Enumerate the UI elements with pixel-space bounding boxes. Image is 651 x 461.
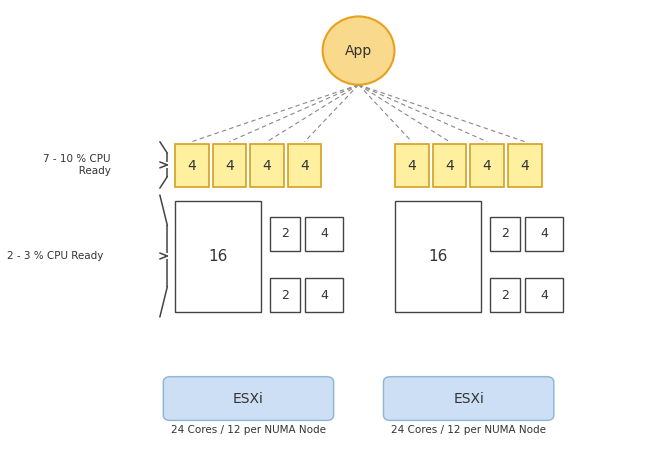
Text: 24 Cores / 12 per NUMA Node: 24 Cores / 12 per NUMA Node bbox=[391, 425, 546, 435]
Text: 24 Cores / 12 per NUMA Node: 24 Cores / 12 per NUMA Node bbox=[171, 425, 326, 435]
Bar bbox=[288, 144, 322, 187]
Text: 4: 4 bbox=[445, 159, 454, 172]
Text: 4: 4 bbox=[262, 159, 271, 172]
Bar bbox=[270, 217, 300, 251]
Text: 4: 4 bbox=[300, 159, 309, 172]
Text: 4: 4 bbox=[225, 159, 234, 172]
Bar bbox=[471, 144, 504, 187]
Bar bbox=[433, 144, 466, 187]
Bar bbox=[490, 217, 520, 251]
Bar bbox=[395, 201, 481, 313]
Text: 4: 4 bbox=[408, 159, 416, 172]
Text: 2: 2 bbox=[501, 227, 509, 241]
Bar bbox=[490, 278, 520, 313]
Text: 4: 4 bbox=[540, 227, 548, 241]
Text: ESXi: ESXi bbox=[453, 391, 484, 406]
Bar bbox=[525, 217, 563, 251]
Text: 4: 4 bbox=[320, 227, 328, 241]
Text: 2 - 3 % CPU Ready: 2 - 3 % CPU Ready bbox=[7, 251, 104, 261]
Bar bbox=[525, 278, 563, 313]
Bar bbox=[175, 201, 260, 313]
Text: ESXi: ESXi bbox=[233, 391, 264, 406]
Text: 4: 4 bbox=[320, 289, 328, 302]
Text: 16: 16 bbox=[428, 249, 448, 264]
Text: 2: 2 bbox=[281, 289, 289, 302]
Bar bbox=[305, 217, 343, 251]
FancyBboxPatch shape bbox=[383, 377, 554, 420]
Bar bbox=[508, 144, 542, 187]
Bar bbox=[250, 144, 284, 187]
Text: 7 - 10 % CPU
   Ready: 7 - 10 % CPU Ready bbox=[43, 154, 111, 176]
Text: App: App bbox=[345, 44, 372, 58]
Text: 4: 4 bbox=[483, 159, 492, 172]
Bar bbox=[213, 144, 246, 187]
Bar bbox=[175, 144, 208, 187]
Text: 2: 2 bbox=[281, 227, 289, 241]
Text: 4: 4 bbox=[520, 159, 529, 172]
Bar bbox=[395, 144, 428, 187]
Ellipse shape bbox=[323, 17, 395, 85]
FancyBboxPatch shape bbox=[163, 377, 334, 420]
Text: 16: 16 bbox=[208, 249, 227, 264]
Text: 4: 4 bbox=[187, 159, 196, 172]
Bar bbox=[305, 278, 343, 313]
Text: 4: 4 bbox=[540, 289, 548, 302]
Bar bbox=[270, 278, 300, 313]
Text: 2: 2 bbox=[501, 289, 509, 302]
